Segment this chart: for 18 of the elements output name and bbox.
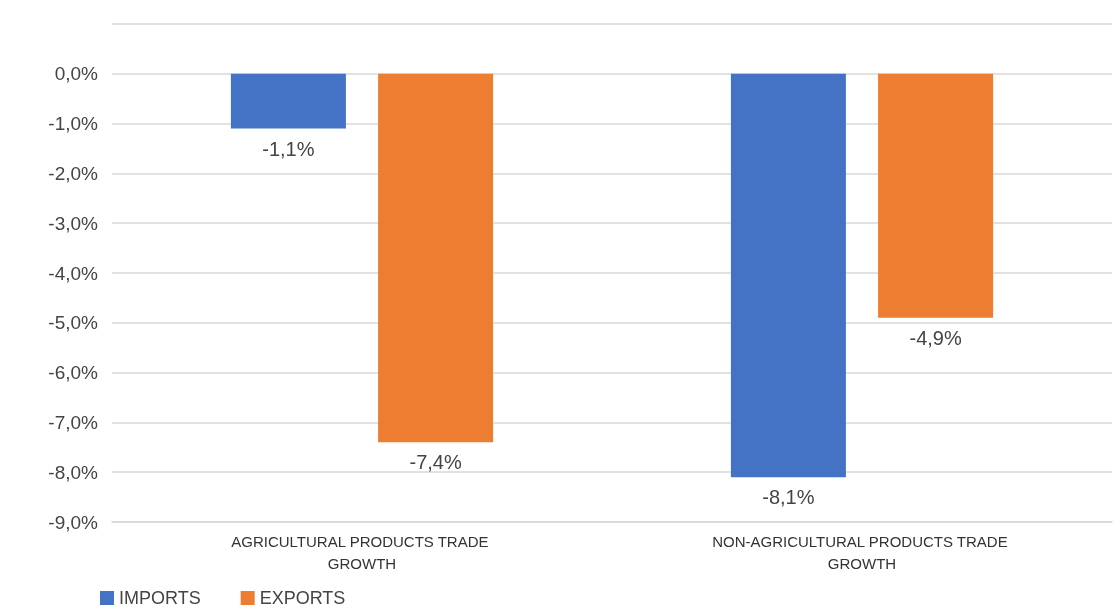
x-tick-label: AGRICULTURAL PRODUCTS TRADE GROWTH xyxy=(231,532,493,572)
data-label: -1,1% xyxy=(262,137,315,160)
y-tick-label: -4,0% xyxy=(48,262,99,284)
y-tick-label: -8,0% xyxy=(48,461,99,483)
y-tick-label: -1,0% xyxy=(48,113,99,135)
data-label: -4,9% xyxy=(909,326,962,349)
y-tick-label: 0,0% xyxy=(54,63,99,85)
legend-label: EXPORTS xyxy=(259,588,346,608)
legend-label: IMPORTS xyxy=(119,588,201,608)
y-tick-label: -2,0% xyxy=(48,162,99,184)
y-tick-label: -9,0% xyxy=(48,511,99,533)
y-tick-label: -7,0% xyxy=(48,411,99,433)
y-tick-label: -6,0% xyxy=(48,362,99,384)
x-tick-label: NON-AGRICULTURAL PRODUCTS TRADE GROWTH xyxy=(712,532,1012,572)
data-label: -7,4% xyxy=(409,451,462,474)
y-tick-label: -5,0% xyxy=(48,312,99,334)
data-label: -8,1% xyxy=(762,486,815,509)
y-tick-label: -3,0% xyxy=(48,212,99,234)
